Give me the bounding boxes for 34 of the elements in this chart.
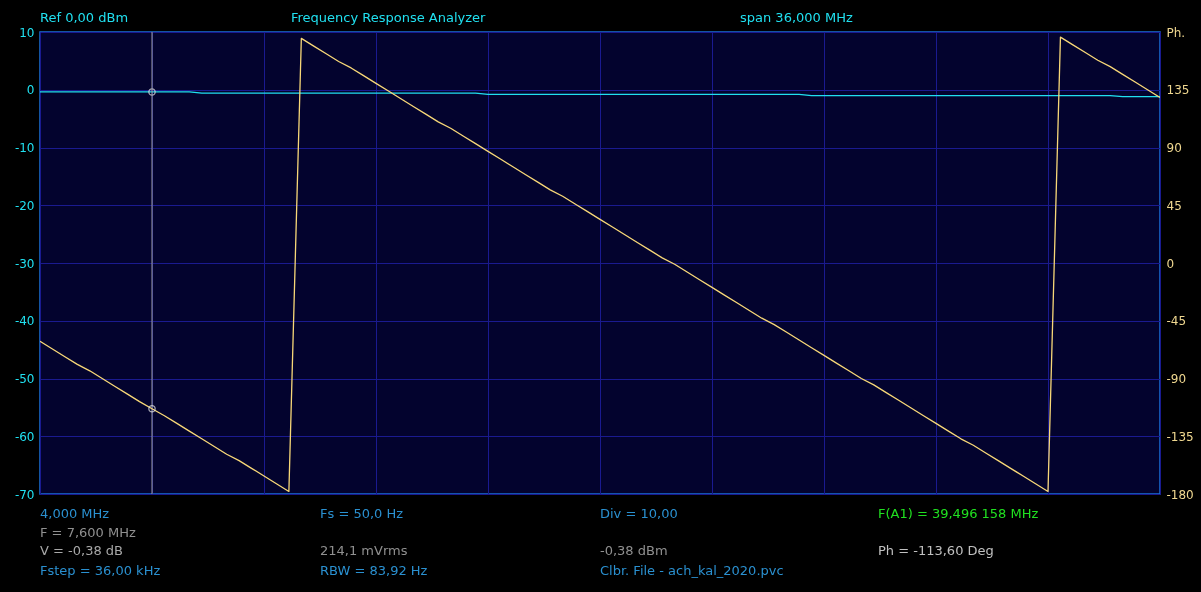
- y-tick-label: -60: [14, 429, 35, 444]
- text: 214,1 mVrms: [320, 543, 408, 558]
- y2-tick-label: 135: [1166, 83, 1190, 98]
- text: Clbr. File - ach_kal_2020.pvc: [600, 563, 784, 578]
- y2-tick-label: -45: [1166, 314, 1187, 329]
- text: F(A1) = 39,496 158 MHz: [878, 506, 1039, 521]
- y2-tick-label: 0: [1166, 256, 1175, 271]
- text: F = 7,600 MHz: [40, 525, 136, 540]
- y2-tick-label: 45: [1166, 198, 1182, 213]
- text: 4,000 MHz: [40, 506, 110, 521]
- text: Fstep = 36,00 kHz: [40, 563, 161, 578]
- y2-tick-label: -90: [1166, 372, 1187, 386]
- y-tick-label: -20: [14, 198, 35, 213]
- y-tick-label: 10: [19, 25, 35, 40]
- text: Ref 0,00 dBm: [40, 10, 129, 25]
- y2-tick-label: -135: [1166, 429, 1194, 444]
- y2-tick-label: 90: [1166, 141, 1182, 155]
- text: span 36,000 MHz: [740, 10, 853, 25]
- y2-tick-label: -180: [1166, 487, 1194, 502]
- y-tick-label: -40: [14, 314, 35, 329]
- text: V = -0,38 dB: [40, 543, 123, 558]
- text: Fs = 50,0 Hz: [320, 506, 404, 521]
- text: RBW = 83,92 Hz: [320, 563, 428, 578]
- y-tick-label: -70: [14, 487, 35, 502]
- y-tick-label: -30: [14, 256, 35, 271]
- y-tick-label: 0: [26, 83, 35, 98]
- text: -0,38 dBm: [600, 543, 668, 558]
- text: Div = 10,00: [600, 506, 678, 521]
- y2-tick-label: Ph.: [1166, 25, 1186, 40]
- y-tick-label: -10: [14, 141, 35, 155]
- line-series: [40, 36, 1160, 493]
- y-tick-label: -50: [14, 372, 35, 386]
- text: Ph = -113,60 Deg: [878, 543, 994, 558]
- chart-title: Frequency Response Analyzer: [291, 10, 487, 25]
